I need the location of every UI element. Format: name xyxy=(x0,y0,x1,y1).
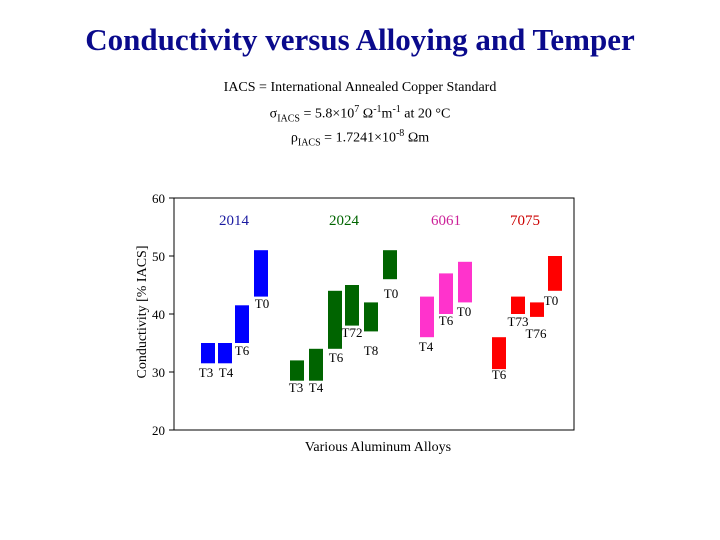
rho-exponent: -8 xyxy=(395,128,405,139)
sigma-unit-m-exponent: -1 xyxy=(392,104,401,115)
conductivity-range-bar xyxy=(492,337,506,370)
y-tick-label: 50 xyxy=(152,249,165,264)
temper-label: T76 xyxy=(526,326,547,341)
conductivity-range-bar xyxy=(511,296,525,314)
temper-label: T6 xyxy=(439,313,454,328)
sigma-symbol: σ xyxy=(269,106,278,122)
conductivity-range-bar xyxy=(290,360,304,381)
conductivity-range-bar xyxy=(345,285,359,326)
y-tick-label: 60 xyxy=(152,191,165,206)
rho-symbol: ρ xyxy=(290,130,298,146)
sigma-exponent: 7 xyxy=(354,104,360,115)
conductivity-range-bar xyxy=(458,261,472,303)
conductivity-range-bar xyxy=(383,250,397,280)
conductivity-range-bar xyxy=(420,296,434,338)
conductivity-range-bar xyxy=(235,305,249,343)
temper-label: T6 xyxy=(329,350,344,365)
temper-label: T0 xyxy=(384,286,398,301)
y-tick-label: 20 xyxy=(152,423,165,438)
rho-subscript: IACS xyxy=(297,137,321,149)
temper-label: T4 xyxy=(309,380,324,395)
sigma-unit-m: m xyxy=(381,106,393,122)
rho-definition: ρIACS = 1.7241×10-8 Ωm xyxy=(0,128,720,148)
iacs-definition: IACS = International Annealed Copper Sta… xyxy=(223,80,497,95)
temper-label: T72 xyxy=(342,325,363,340)
temper-label: T3 xyxy=(289,380,303,395)
conductivity-range-bar xyxy=(254,250,268,297)
conductivity-range-bar xyxy=(309,348,323,381)
temper-label: T6 xyxy=(492,367,507,382)
rho-value: = 1.7241×10 xyxy=(320,130,396,146)
y-tick-label: 40 xyxy=(152,307,165,322)
sigma-condition: at 20 °C xyxy=(400,106,451,122)
sigma-unit-ohm: Ω xyxy=(359,106,374,122)
alloy-group-label: 6061 xyxy=(431,213,461,229)
y-tick-label: 30 xyxy=(152,365,165,380)
conductivity-range-bar xyxy=(439,273,453,314)
sigma-subscript: IACS xyxy=(277,113,300,125)
x-axis-label: Various Aluminum Alloys xyxy=(305,440,451,455)
sigma-unit-ohm-exponent: -1 xyxy=(373,104,382,115)
rho-unit: Ωm xyxy=(404,130,430,146)
alloy-group-label: 7075 xyxy=(510,213,540,229)
page-title: Conductivity versus Alloying and Temper xyxy=(85,22,635,57)
conductivity-range-bar xyxy=(328,290,342,349)
temper-label: T0 xyxy=(544,293,558,308)
alloy-group-label: 2014 xyxy=(219,213,250,229)
sigma-definition: σIACS = 5.8×107 Ω-1m-1 at 20 °C xyxy=(0,104,720,124)
conductivity-range-bar xyxy=(218,343,232,364)
conductivity-range-bar xyxy=(364,302,378,332)
temper-label: T73 xyxy=(508,314,529,329)
temper-label: T0 xyxy=(255,296,269,311)
temper-label: T6 xyxy=(235,343,250,358)
temper-label: T4 xyxy=(419,339,434,354)
temper-label: T3 xyxy=(199,365,213,380)
temper-label: T0 xyxy=(457,304,471,319)
sigma-value: = 5.8×10 xyxy=(300,106,355,122)
temper-label: T4 xyxy=(219,365,234,380)
temper-label: T8 xyxy=(364,343,378,358)
conductivity-range-bar xyxy=(201,343,215,364)
conductivity-range-bar xyxy=(548,256,562,291)
alloy-group-label: 2024 xyxy=(329,213,360,229)
y-axis-label: Conductivity [% IACS] xyxy=(135,246,150,379)
conductivity-range-bar xyxy=(530,302,544,317)
